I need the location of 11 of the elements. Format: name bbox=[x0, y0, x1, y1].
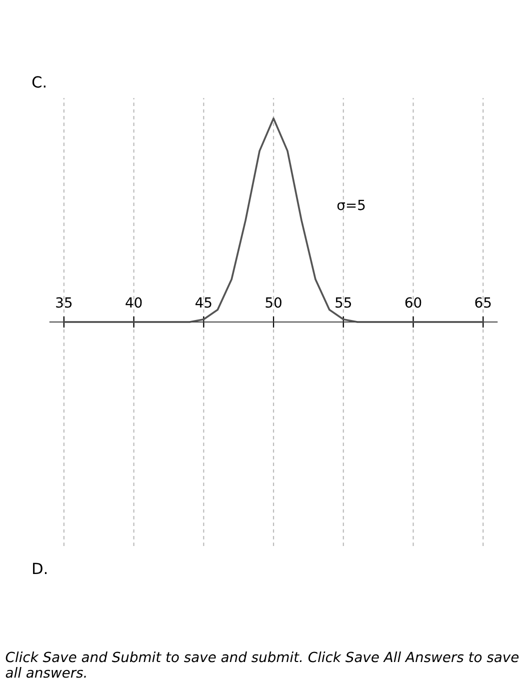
x-tick-label: 45 bbox=[196, 297, 212, 308]
text: D. bbox=[33, 562, 47, 574]
x-tick-label: 65 bbox=[475, 297, 491, 308]
x-tick-label: 60 bbox=[405, 297, 422, 308]
chart-title: C. bbox=[32, 76, 46, 88]
annotation: σ=5 bbox=[337, 200, 365, 210]
x-tick-label: 40 bbox=[126, 297, 142, 308]
text: Click Save and Submit to save and submit. Click Save All Answers to save all answers. bbox=[6, 652, 519, 678]
x-tick-label: 35 bbox=[56, 297, 72, 308]
x-tick-label: 50 bbox=[266, 297, 282, 308]
x-tick-label: 55 bbox=[336, 297, 352, 308]
